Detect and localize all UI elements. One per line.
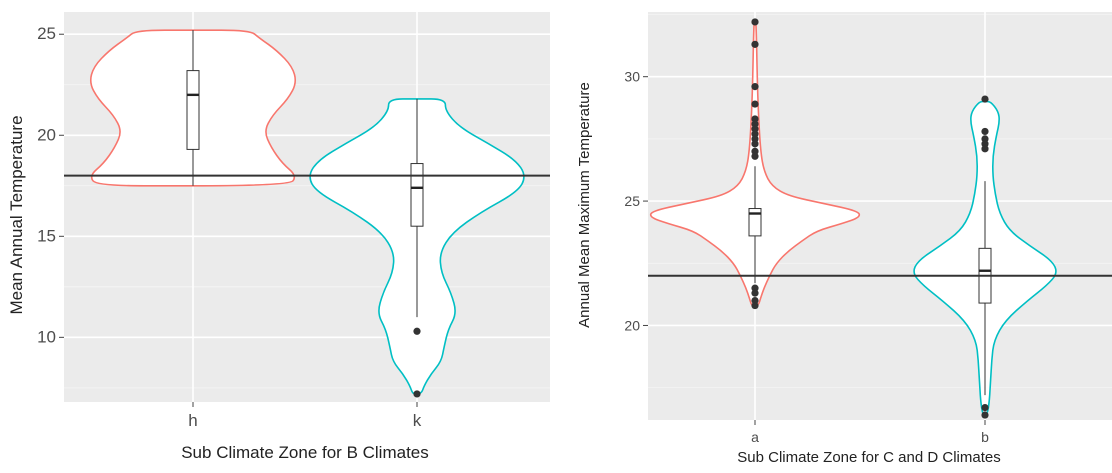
y-axis-label: Mean Annual Temperature	[7, 115, 26, 314]
outlier-point	[981, 95, 989, 103]
outlier-point	[751, 301, 759, 310]
chart-left: 10 15 20 25 h k Sub Climate Zone for B Climat…	[7, 12, 550, 462]
y-tick-label: 25	[37, 24, 56, 43]
y-tick-label: 20	[37, 125, 56, 144]
outlier-point	[751, 296, 759, 305]
violins	[64, 29, 550, 398]
outlier-point	[751, 125, 759, 133]
x-tick-label: a	[751, 429, 759, 445]
outlier-point	[981, 145, 989, 153]
outlier-point	[751, 147, 759, 155]
y-tick-label: 25	[624, 193, 640, 209]
outlier-point	[413, 327, 421, 335]
x-axis-label: Sub Climate Zone for B Climates	[181, 443, 429, 462]
y-tick-label: 15	[37, 226, 56, 245]
axes: 10 15 20 25 h k	[37, 24, 422, 430]
outlier-point	[981, 135, 989, 143]
outlier-point	[751, 115, 759, 123]
violins	[648, 18, 1112, 419]
outlier-point	[751, 100, 759, 108]
outlier-point	[413, 390, 421, 398]
y-tick-label: 20	[624, 317, 640, 333]
chart-right: 20 25 30 a b Sub Climate Zone for C and D Cl…	[576, 12, 1112, 466]
outlier-point	[751, 135, 759, 143]
x-tick-label: h	[188, 411, 197, 430]
outlier-point	[981, 403, 989, 412]
x-tick-label: k	[413, 411, 422, 430]
y-axis-label: Annual Mean Maximum Temperature	[576, 82, 593, 328]
outlier-point	[981, 411, 989, 419]
outlier-point	[751, 152, 759, 160]
outlier-point	[751, 289, 759, 297]
x-axis-label: Sub Climate Zone for C and D Climates	[737, 449, 1000, 466]
outlier-point	[981, 140, 989, 148]
outlier-point	[981, 127, 989, 136]
outlier-point	[751, 284, 759, 292]
y-tick-label: 10	[37, 327, 56, 346]
x-tick-label: b	[981, 429, 989, 445]
box-k	[410, 163, 424, 227]
outlier-point	[751, 40, 759, 48]
box-a	[748, 208, 762, 237]
outlier-point	[751, 18, 759, 26]
box-h	[186, 70, 200, 150]
outlier-point	[751, 130, 759, 138]
outlier-point	[751, 83, 759, 91]
outlier-point	[751, 120, 759, 128]
y-tick-label: 30	[624, 69, 640, 85]
axes: 20 25 30 a b	[624, 69, 989, 445]
outlier-point	[751, 140, 759, 148]
